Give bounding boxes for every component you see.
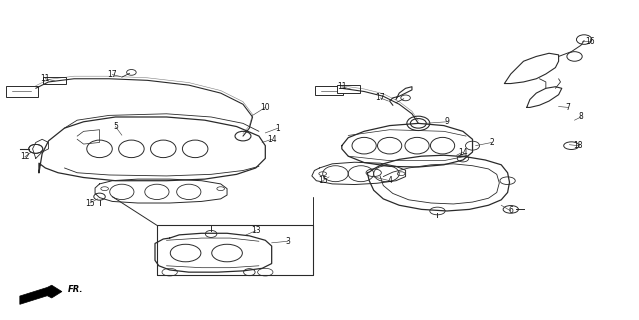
Text: 11: 11 bbox=[41, 74, 50, 83]
Text: 17: 17 bbox=[375, 93, 385, 102]
Text: 15: 15 bbox=[318, 176, 328, 185]
Text: 2: 2 bbox=[489, 138, 494, 147]
Polygon shape bbox=[20, 285, 62, 304]
Text: 10: 10 bbox=[261, 103, 270, 112]
Text: 3: 3 bbox=[285, 237, 290, 246]
Text: 11: 11 bbox=[337, 82, 346, 91]
Text: FR.: FR. bbox=[68, 285, 84, 294]
Text: 5: 5 bbox=[113, 122, 118, 131]
Text: 16: 16 bbox=[586, 37, 596, 46]
Text: 13: 13 bbox=[251, 226, 261, 235]
Text: 14: 14 bbox=[458, 148, 468, 156]
Text: 7: 7 bbox=[566, 103, 571, 112]
Text: 6: 6 bbox=[509, 206, 513, 215]
Text: 14: 14 bbox=[267, 135, 277, 144]
Text: 4: 4 bbox=[387, 176, 392, 185]
Text: 9: 9 bbox=[445, 117, 449, 126]
Text: 1: 1 bbox=[275, 124, 281, 132]
Bar bbox=[337, 85, 360, 93]
Text: 15: 15 bbox=[85, 198, 95, 207]
Text: 17: 17 bbox=[107, 70, 117, 79]
Bar bbox=[6, 86, 38, 97]
Text: 12: 12 bbox=[20, 152, 29, 161]
Bar bbox=[315, 86, 343, 95]
Bar bbox=[43, 76, 66, 84]
Text: 8: 8 bbox=[578, 113, 583, 122]
Text: 18: 18 bbox=[573, 141, 583, 150]
